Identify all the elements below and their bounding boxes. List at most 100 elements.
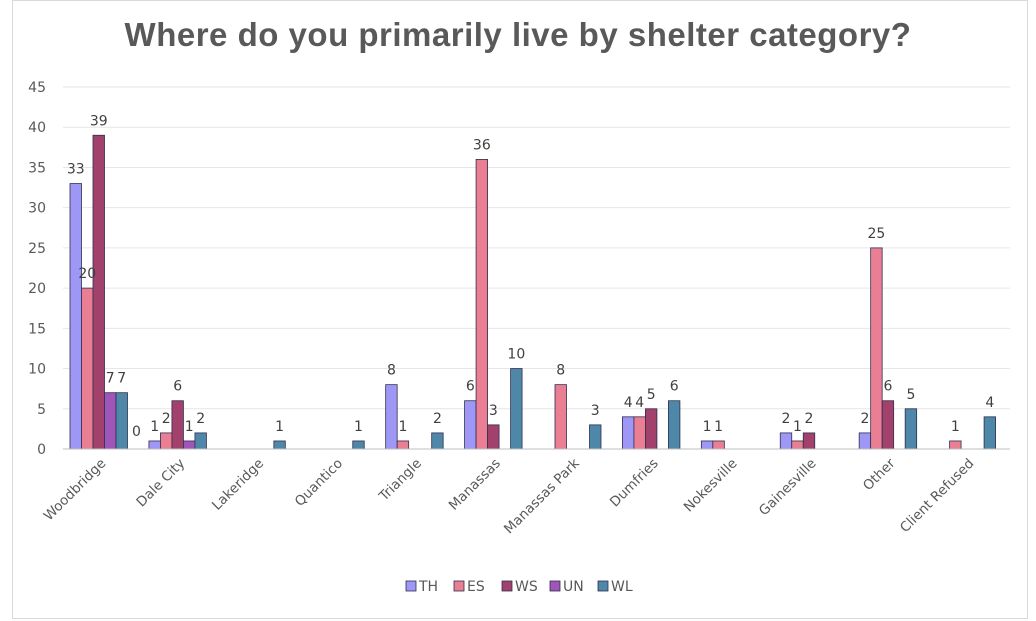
- bar-wl: [431, 432, 444, 450]
- bar-wl: [904, 408, 918, 450]
- bar-es: [81, 287, 94, 450]
- bar-th: [464, 400, 477, 450]
- category-label: Nokesville: [681, 456, 741, 516]
- y-tick-label: 15: [28, 321, 46, 337]
- y-axis-ticks: 0 5 10 15 20 25 30 35 40 45: [28, 80, 46, 458]
- category-label: Lakeridge: [209, 456, 267, 514]
- bar-es: [791, 440, 804, 450]
- bar-es: [554, 384, 567, 450]
- legend-swatch-wl: [597, 580, 609, 592]
- data-label: 7: [117, 371, 126, 387]
- data-label: 1: [793, 419, 802, 435]
- data-label: 1: [275, 419, 284, 435]
- category-label: Client Refused: [897, 456, 977, 536]
- data-label: 8: [387, 363, 396, 379]
- data-label: 2: [162, 411, 171, 427]
- bar-th: [779, 432, 793, 450]
- y-tick-label: 35: [28, 160, 46, 176]
- bar-un: [183, 440, 196, 450]
- data-label: 1: [714, 419, 723, 435]
- y-tick-label: 25: [28, 241, 46, 257]
- data-label: 3: [591, 403, 600, 419]
- data-label: 4: [635, 395, 644, 411]
- legend-swatch-th: [405, 580, 417, 592]
- data-label: 1: [150, 419, 159, 435]
- category-label: Gainesville: [756, 456, 820, 520]
- y-tick-label: 40: [28, 120, 46, 136]
- data-label: 1: [703, 419, 712, 435]
- bar-es: [160, 432, 173, 450]
- category-label: Other: [860, 455, 899, 494]
- y-tick-label: 20: [28, 281, 46, 297]
- data-label: 5: [647, 387, 656, 403]
- data-label: 1: [185, 419, 194, 435]
- legend-label-th: TH: [418, 579, 438, 595]
- bar-wl: [668, 400, 681, 450]
- bar-th: [148, 440, 161, 450]
- data-label: 20: [78, 266, 96, 282]
- data-label: 1: [354, 419, 363, 435]
- bar-ws: [92, 134, 105, 450]
- data-label: 7: [106, 371, 115, 387]
- bar-es: [396, 440, 410, 450]
- data-label: 5: [906, 387, 915, 403]
- legend-label-wl: WL: [611, 579, 633, 595]
- data-label: 6: [670, 379, 679, 395]
- legend-swatch-ws: [501, 580, 513, 592]
- bar-ws: [645, 408, 658, 450]
- data-label: 2: [860, 411, 869, 427]
- y-tick-label: 30: [28, 201, 46, 217]
- data-label: 6: [466, 379, 475, 395]
- chart-title: Where do you primarily live by shelter c…: [124, 16, 912, 53]
- category-label: Dale City: [133, 456, 188, 511]
- data-label: 2: [805, 411, 814, 427]
- data-label: 2: [782, 411, 791, 427]
- bar-wl: [983, 416, 996, 450]
- data-label: 4: [985, 395, 994, 411]
- gridlines: [63, 86, 1010, 410]
- category-label: Dumfries: [607, 456, 662, 511]
- category-label: Quantico: [292, 456, 346, 510]
- data-label: 2: [196, 411, 205, 427]
- legend-swatch-un: [549, 580, 561, 592]
- y-tick-label: 5: [37, 402, 46, 418]
- bar-es: [949, 440, 962, 450]
- data-label: 6: [883, 379, 892, 395]
- data-label: 1: [398, 419, 407, 435]
- bar-es: [633, 416, 646, 450]
- category-label: Triangle: [375, 456, 425, 506]
- data-label: 0: [132, 424, 141, 440]
- bar-wl: [194, 432, 207, 450]
- data-label: 3: [489, 403, 498, 419]
- category-labels: Woodbridge Dale City Lakeridge Quantico Tria…: [41, 455, 978, 537]
- data-label: 33: [67, 162, 85, 178]
- y-tick-label: 0: [37, 442, 46, 458]
- data-label: 1: [951, 419, 960, 435]
- bar-wl: [273, 440, 286, 450]
- category-label: Manassas: [446, 456, 504, 514]
- data-label: 25: [868, 226, 886, 242]
- data-label: 39: [90, 113, 108, 129]
- data-label: 6: [173, 379, 182, 395]
- data-label: 10: [507, 347, 525, 363]
- category-label: Woodbridge: [41, 456, 110, 525]
- y-tick-label: 10: [28, 362, 46, 378]
- bar-th: [69, 183, 82, 450]
- bar-wl: [589, 424, 602, 450]
- bar-wl: [352, 440, 365, 450]
- bar-th: [385, 384, 398, 450]
- y-tick-label: 45: [28, 80, 46, 96]
- category-label: Manassas Park: [501, 455, 583, 537]
- bar-un: [104, 392, 117, 450]
- bar-ws: [881, 400, 895, 450]
- legend-label-ws: WS: [515, 579, 538, 595]
- legend-label-un: UN: [563, 579, 584, 595]
- bar-es: [475, 158, 488, 450]
- bar-es: [712, 440, 725, 450]
- bar-es: [870, 247, 883, 450]
- legend: TH ES WS UN WL: [405, 579, 633, 595]
- legend-swatch-es: [453, 580, 465, 592]
- bar-ws: [171, 400, 184, 450]
